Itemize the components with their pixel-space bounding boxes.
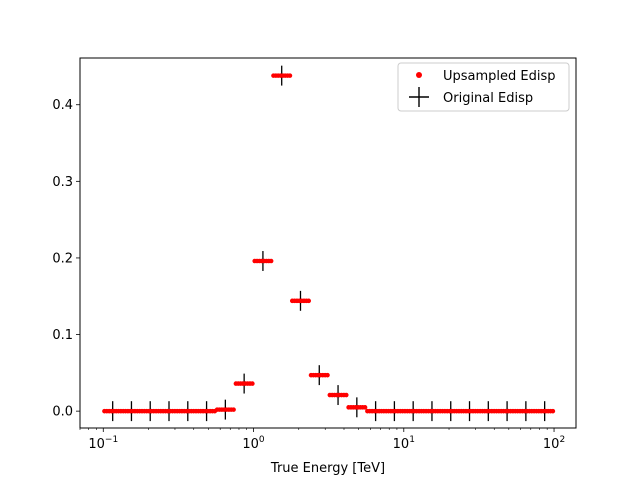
upsampled-point-71: [268, 258, 274, 264]
y-tick-label-0: 0.0: [52, 405, 73, 420]
upsampled-point-95: [325, 372, 330, 378]
x-axis-label: True Energy [TeV]: [270, 461, 385, 476]
y-tick-label-1: 0.1: [52, 328, 73, 343]
legend: Upsampled Edisp Original Edisp: [397, 62, 570, 112]
upsampled-point-191: [550, 408, 556, 414]
x-tick-label-1: 100: [242, 435, 265, 452]
y-tick-label-3: 0.3: [52, 175, 73, 190]
upsampled-point-55: [231, 407, 236, 412]
plot-frame: [79, 57, 577, 429]
upsampled-point-79: [287, 73, 293, 78]
upsampled-point-111: [362, 405, 368, 410]
x-axis-ticks: 10−1 100 101 102: [79, 428, 565, 452]
x-tick-label-0: 10−1: [88, 435, 118, 452]
legend-upsampled-label: Upsampled Edisp: [443, 69, 556, 84]
y-tick-label-2: 0.2: [52, 251, 73, 266]
x-tick-label-2: 101: [393, 435, 415, 452]
legend-box: [397, 62, 570, 112]
x-tick-label-3: 102: [543, 435, 565, 452]
y-tick-label-4: 0.4: [52, 98, 73, 113]
legend-original-label: Original Edisp: [443, 91, 533, 106]
upsampled-point-63: [250, 381, 255, 386]
legend-upsampled-marker: [416, 72, 422, 78]
upsampled-point-87: [306, 298, 312, 304]
upsampled-edisp-series: [102, 73, 556, 414]
upsampled-point-103: [343, 392, 349, 398]
y-axis-ticks: 0.0 0.1 0.2 0.3 0.4: [52, 98, 80, 420]
